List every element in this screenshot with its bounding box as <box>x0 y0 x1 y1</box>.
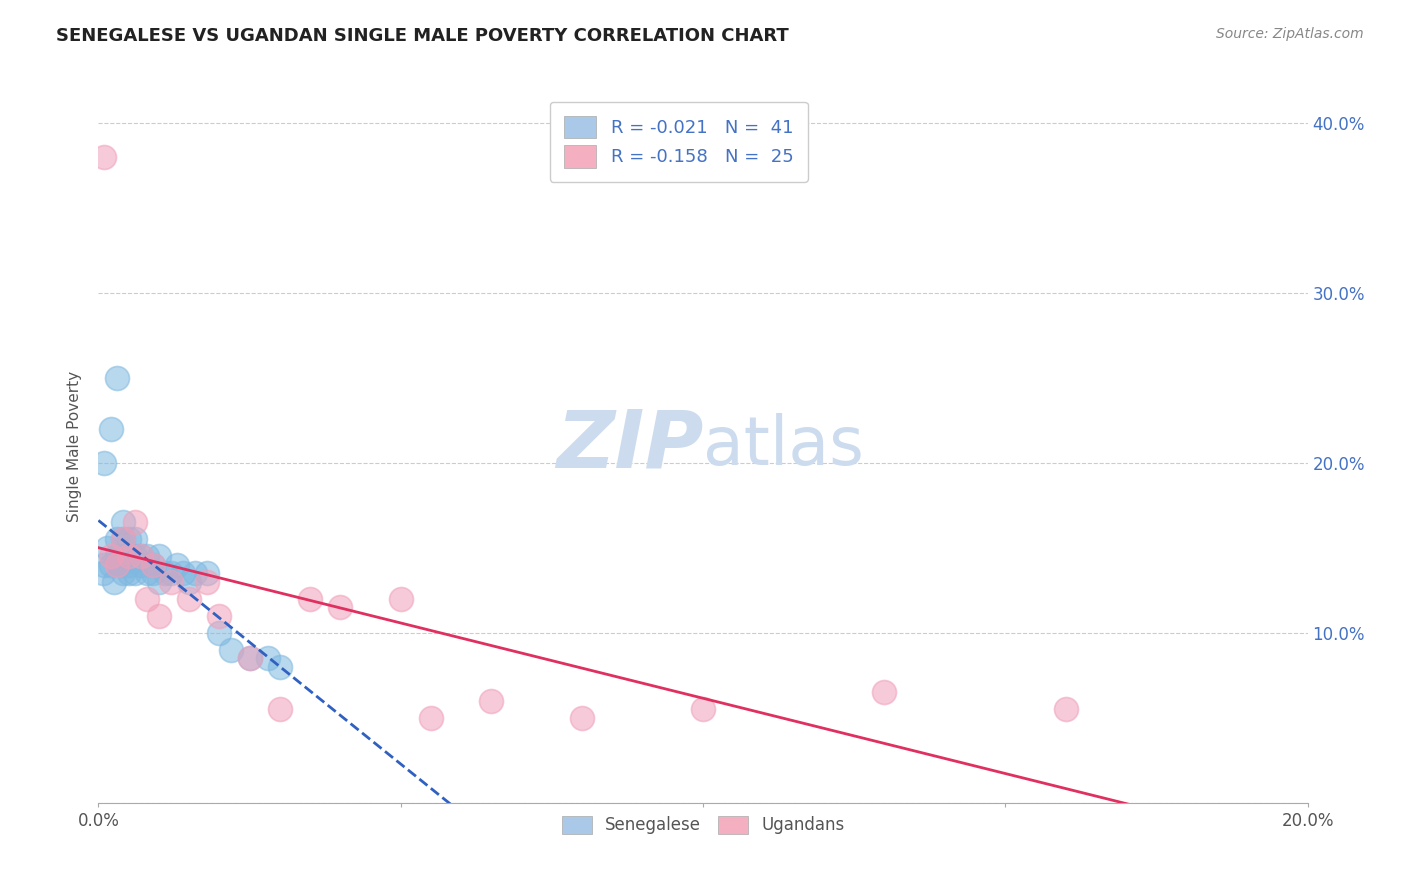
Point <box>105 549 128 564</box>
Point <box>179 574 201 589</box>
Text: atlas: atlas <box>703 413 863 479</box>
Point <box>91 566 114 581</box>
Point <box>184 566 207 581</box>
Point <box>124 516 146 530</box>
Point <box>111 516 134 530</box>
Point <box>118 533 141 547</box>
Point <box>129 558 152 572</box>
Point <box>148 608 170 623</box>
Point <box>148 574 170 589</box>
Point <box>195 574 218 589</box>
Point <box>100 558 122 572</box>
Y-axis label: Single Male Poverty: Single Male Poverty <box>67 370 83 522</box>
Point <box>118 566 141 581</box>
Point <box>124 549 146 564</box>
Point <box>195 566 218 581</box>
Point <box>124 533 146 547</box>
Legend: Senegalese, Ugandans: Senegalese, Ugandans <box>555 809 851 841</box>
Point <box>142 558 165 572</box>
Point <box>135 566 157 581</box>
Point <box>103 574 125 589</box>
Point <box>93 456 115 470</box>
Point <box>135 591 157 606</box>
Point <box>571 711 593 725</box>
Point <box>153 566 176 581</box>
Point <box>420 711 443 725</box>
Point <box>256 651 278 665</box>
Point <box>118 549 141 564</box>
Point <box>221 643 243 657</box>
Text: Source: ZipAtlas.com: Source: ZipAtlas.com <box>1216 27 1364 41</box>
Point <box>299 591 322 606</box>
Text: ZIP: ZIP <box>555 407 703 485</box>
Point <box>389 591 412 606</box>
Point <box>129 549 152 564</box>
Point <box>166 558 188 572</box>
Point <box>118 558 141 572</box>
Point <box>269 702 291 716</box>
Point <box>135 549 157 564</box>
Text: SENEGALESE VS UGANDAN SINGLE MALE POVERTY CORRELATION CHART: SENEGALESE VS UGANDAN SINGLE MALE POVERT… <box>56 27 789 45</box>
Point <box>873 685 896 699</box>
Point <box>105 533 128 547</box>
Point <box>239 651 262 665</box>
Point <box>172 566 194 581</box>
Point <box>142 558 165 572</box>
Point <box>105 371 128 385</box>
Point <box>239 651 262 665</box>
Point <box>148 549 170 564</box>
Point <box>93 558 115 572</box>
Point <box>129 549 152 564</box>
Point <box>124 566 146 581</box>
Point <box>208 626 231 640</box>
Point <box>105 558 128 572</box>
Point <box>179 591 201 606</box>
Point <box>93 150 115 164</box>
Point <box>111 533 134 547</box>
Point <box>1054 702 1077 716</box>
Point <box>142 566 165 581</box>
Point <box>481 694 503 708</box>
Point <box>108 558 131 572</box>
Point <box>111 549 134 564</box>
Point <box>111 533 134 547</box>
Point <box>111 566 134 581</box>
Point <box>160 566 183 581</box>
Point <box>100 422 122 436</box>
Point <box>329 600 352 615</box>
Point <box>269 660 291 674</box>
Point <box>160 574 183 589</box>
Point <box>208 608 231 623</box>
Point <box>692 702 714 716</box>
Point <box>96 541 118 555</box>
Point <box>100 549 122 564</box>
